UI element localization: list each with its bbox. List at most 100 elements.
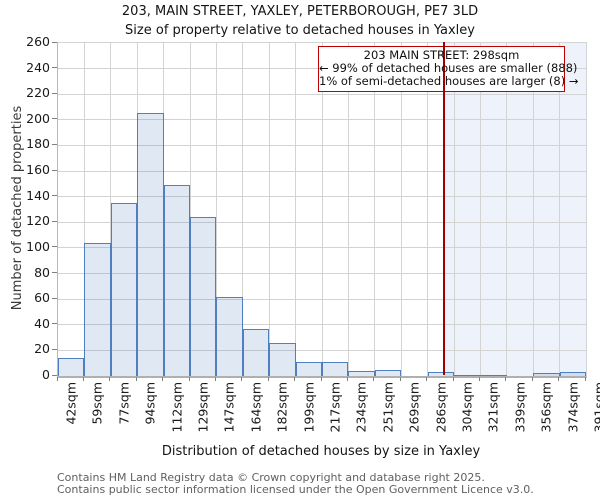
annotation-line-2: ← 99% of detached houses are smaller (88… xyxy=(319,61,578,75)
y-tick-label: 80 xyxy=(34,264,50,280)
y-tick-mark xyxy=(52,169,57,171)
histogram-bar xyxy=(533,373,560,376)
footer-line-1: Contains HM Land Registry data © Crown c… xyxy=(57,471,485,484)
histogram-bar xyxy=(427,372,454,376)
histogram-bar xyxy=(454,374,481,376)
histogram-bar xyxy=(163,185,190,376)
y-tick-label: 120 xyxy=(26,213,50,229)
y-tick-mark xyxy=(52,246,57,248)
histogram-bar xyxy=(84,242,111,376)
x-tick-mark xyxy=(373,377,375,381)
x-tick-mark xyxy=(294,377,296,381)
x-axis-label: Distribution of detached houses by size … xyxy=(161,444,481,459)
x-tick-mark xyxy=(162,377,164,381)
v-gridline xyxy=(189,43,191,376)
x-tick-label: 339sqm xyxy=(512,382,528,433)
histogram-bar xyxy=(322,361,349,376)
x-tick-label: 217sqm xyxy=(327,382,343,433)
x-tick-label: 391sqm xyxy=(591,382,600,433)
v-gridline xyxy=(427,43,429,376)
x-tick-label: 147sqm xyxy=(221,382,237,433)
v-gridline xyxy=(321,43,323,376)
x-tick-mark xyxy=(241,377,243,381)
v-gridline xyxy=(506,43,508,376)
x-tick-label: 234sqm xyxy=(353,382,369,433)
x-tick-label: 304sqm xyxy=(459,382,475,433)
y-tick-label: 160 xyxy=(26,162,50,178)
y-tick-mark xyxy=(52,297,57,299)
histogram-bar xyxy=(137,113,164,376)
v-gridline xyxy=(374,43,376,376)
x-tick-label: 77sqm xyxy=(116,382,132,425)
x-tick-label: 129sqm xyxy=(195,382,211,433)
histogram-bar xyxy=(216,296,243,376)
v-gridline xyxy=(215,43,217,376)
x-tick-mark xyxy=(267,377,269,381)
x-tick-mark xyxy=(214,377,216,381)
y-tick-label: 20 xyxy=(34,341,50,357)
y-tick-label: 240 xyxy=(26,59,50,75)
v-gridline xyxy=(242,43,244,376)
y-tick-label: 40 xyxy=(34,315,50,331)
v-gridline xyxy=(83,43,85,376)
y-tick-mark xyxy=(52,41,57,43)
x-tick-label: 321sqm xyxy=(485,382,501,433)
x-tick-mark xyxy=(558,377,560,381)
v-gridline xyxy=(295,43,297,376)
x-tick-label: 42sqm xyxy=(63,382,79,425)
footer-line-2: Contains public sector information licen… xyxy=(57,483,534,496)
x-tick-mark xyxy=(135,377,137,381)
x-tick-label: 286sqm xyxy=(433,382,449,433)
v-gridline xyxy=(400,43,402,376)
x-tick-label: 374sqm xyxy=(565,382,581,433)
y-tick-label: 100 xyxy=(26,238,50,254)
x-tick-mark xyxy=(478,377,480,381)
y-tick-mark xyxy=(52,272,57,274)
y-tick-mark xyxy=(52,220,57,222)
y-tick-mark xyxy=(52,374,57,376)
x-tick-label: 59sqm xyxy=(89,382,105,425)
histogram-bar xyxy=(295,361,322,376)
x-tick-label: 112sqm xyxy=(169,382,185,433)
x-tick-mark xyxy=(320,377,322,381)
x-tick-mark xyxy=(188,377,190,381)
y-tick-label: 60 xyxy=(34,290,50,306)
y-tick-mark xyxy=(52,195,57,197)
y-tick-label: 180 xyxy=(26,136,50,152)
x-tick-mark xyxy=(56,377,58,381)
x-tick-label: 269sqm xyxy=(406,382,422,433)
y-tick-label: 200 xyxy=(26,110,50,126)
x-tick-label: 356sqm xyxy=(538,382,554,433)
histogram-bar xyxy=(480,374,507,376)
annotation-line-1: 203 MAIN STREET: 298sqm xyxy=(363,48,520,62)
v-gridline xyxy=(347,43,349,376)
x-tick-mark xyxy=(399,377,401,381)
histogram-bar xyxy=(190,217,217,376)
x-tick-label: 164sqm xyxy=(248,382,264,433)
v-gridline xyxy=(479,43,481,376)
v-gridline xyxy=(532,43,534,376)
x-tick-mark xyxy=(109,377,111,381)
y-tick-mark xyxy=(52,143,57,145)
marker-line xyxy=(443,42,446,375)
x-tick-mark xyxy=(531,377,533,381)
y-tick-mark xyxy=(52,118,57,120)
histogram-bar xyxy=(58,358,85,376)
v-gridline xyxy=(559,43,561,376)
y-tick-mark xyxy=(52,348,57,350)
v-gridline xyxy=(268,43,270,376)
x-tick-label: 182sqm xyxy=(274,382,290,433)
histogram-bar xyxy=(374,369,402,376)
x-tick-mark xyxy=(505,377,507,381)
annotation-line-3: 1% of semi-detached houses are larger (8… xyxy=(319,74,579,88)
x-tick-mark xyxy=(346,377,348,381)
y-tick-label: 140 xyxy=(26,187,50,203)
y-tick-mark xyxy=(52,67,57,69)
chart-title: 203, MAIN STREET, YAXLEY, PETERBOROUGH, … xyxy=(121,4,479,19)
x-tick-mark xyxy=(452,377,454,381)
annotation-box: 203 MAIN STREET: 298sqm ← 99% of detache… xyxy=(318,46,579,92)
shaded-region xyxy=(445,43,586,376)
annotation-text: 203 MAIN STREET: 298sqm ← 99% of detache… xyxy=(319,47,579,91)
chart-subtitle: Size of property relative to detached ho… xyxy=(125,23,475,38)
x-tick-mark xyxy=(82,377,84,381)
